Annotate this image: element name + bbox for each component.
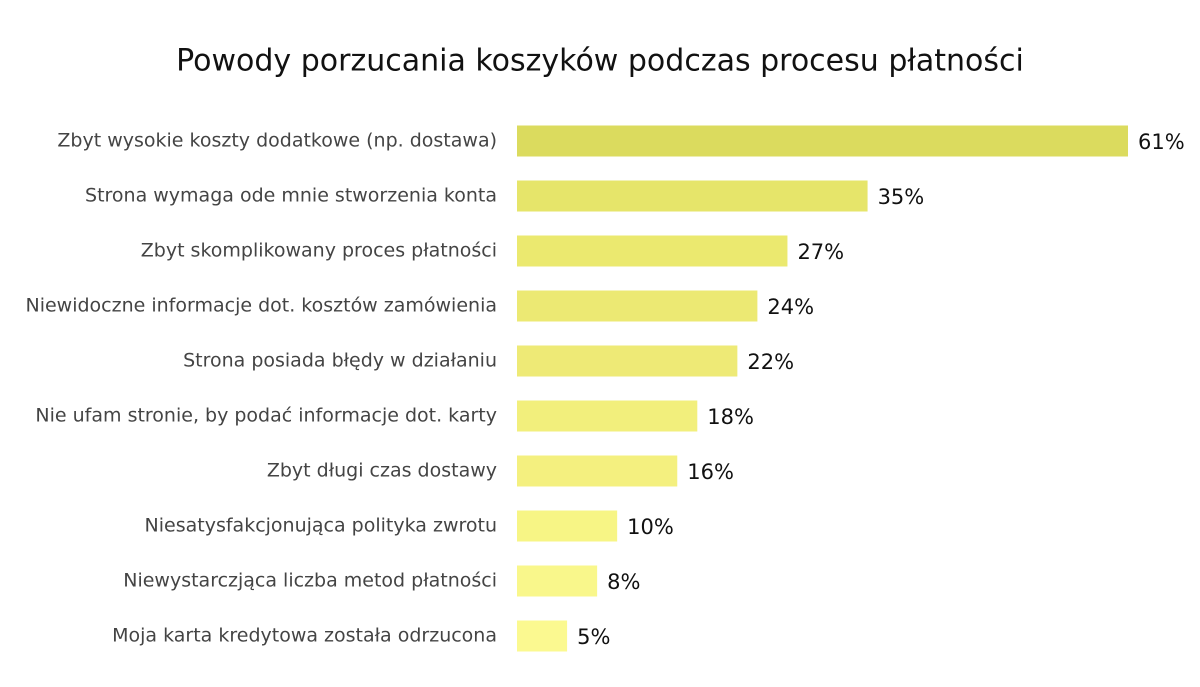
bar — [517, 400, 698, 432]
bar — [517, 180, 868, 212]
value-label: 10% — [627, 515, 674, 539]
category-label: Zbyt skomplikowany proces płatności — [141, 240, 497, 262]
value-label: 24% — [767, 295, 814, 319]
bar — [517, 345, 738, 377]
bar — [517, 510, 618, 542]
value-label: 61% — [1138, 130, 1185, 154]
value-label: 35% — [878, 185, 925, 209]
bar — [517, 455, 678, 487]
value-label: 22% — [747, 350, 794, 374]
bar — [517, 290, 758, 322]
bar — [517, 565, 598, 597]
category-label: Strona posiada błędy w działaniu — [183, 350, 497, 372]
bar — [517, 125, 1128, 157]
value-label: 5% — [577, 625, 610, 649]
bar — [517, 620, 568, 652]
category-label: Zbyt wysokie koszty dodatkowe (np. dosta… — [57, 130, 497, 152]
bar — [517, 235, 788, 267]
category-label: Niewystarczjąca liczba metod płatności — [123, 570, 497, 592]
category-label: Moja karta kredytowa została odrzucona — [112, 625, 497, 647]
category-label: Zbyt długi czas dostawy — [267, 460, 497, 482]
value-label: 18% — [707, 405, 754, 429]
category-label: Nie ufam stronie, by podać informacje do… — [35, 405, 497, 427]
value-label: 27% — [797, 240, 844, 264]
category-label: Niesatysfakcjonująca polityka zwrotu — [145, 515, 497, 537]
category-label: Niewidoczne informacje dot. kosztów zamó… — [25, 295, 497, 317]
value-label: 16% — [687, 460, 734, 484]
value-label: 8% — [607, 570, 640, 594]
category-label: Strona wymaga ode mnie stworzenia konta — [85, 185, 497, 207]
chart-title: Powody porzucania koszyków podczas proce… — [176, 44, 1024, 79]
